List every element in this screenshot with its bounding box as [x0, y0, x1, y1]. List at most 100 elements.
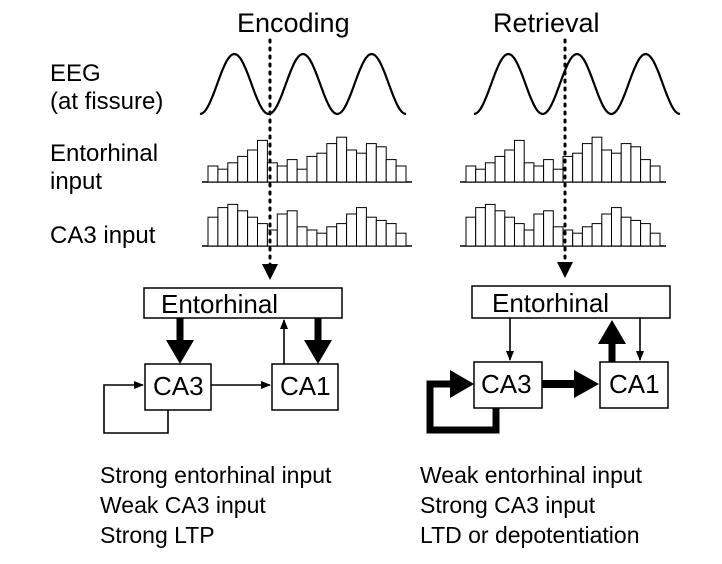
histogram-bar	[475, 168, 486, 183]
encoding-ca1-box	[271, 363, 339, 411]
histogram-bar	[484, 203, 496, 247]
retrieval-phase-marker-arrowhead	[557, 262, 573, 278]
histogram-bar	[465, 165, 477, 183]
histogram-bar	[257, 139, 268, 183]
histogram-bar	[207, 216, 219, 247]
histogram-bar	[227, 203, 239, 247]
histogram-bar	[395, 232, 407, 247]
retrieval-eeg-wave	[473, 52, 681, 116]
histogram-bar	[533, 213, 545, 247]
histogram-bar	[504, 149, 515, 183]
retrieval-ca1-to-ent-arrowhead	[598, 320, 626, 344]
retrieval-ca3-box	[473, 361, 543, 409]
histogram-bar	[326, 143, 338, 183]
histogram-bar	[207, 165, 219, 183]
histogram-bar	[543, 159, 554, 183]
histogram-bar	[276, 213, 288, 247]
histogram-bar	[620, 216, 632, 247]
retrieval-ca3-recurrent-loop	[426, 380, 500, 434]
retrieval-title: Retrieval	[493, 8, 600, 38]
histogram-bar	[572, 152, 583, 183]
histogram-bar	[375, 219, 387, 247]
histogram-bar	[543, 210, 554, 247]
retrieval-entorhinal-label: Entorhinal	[492, 288, 610, 318]
histogram-bar	[591, 136, 603, 183]
encoding-summary-line2: Weak CA3 input	[100, 492, 266, 518]
histogram-bar	[375, 146, 387, 183]
encoding-entorhinal-box	[143, 287, 343, 319]
histogram-bar	[276, 165, 288, 183]
histogram-bar	[649, 165, 661, 183]
retrieval-summary: Weak entorhinal input Strong CA3 input L…	[420, 460, 642, 550]
histogram-bar	[504, 216, 515, 247]
histogram-bar	[336, 223, 348, 247]
histogram-bar	[296, 168, 308, 183]
histogram-bar	[581, 143, 593, 183]
retrieval-ca1-label: CA1	[609, 369, 660, 399]
histogram-bar	[514, 139, 525, 183]
histogram-bar	[620, 143, 632, 183]
ca3-input-label: CA3 input	[50, 222, 155, 250]
histogram-bar	[356, 207, 367, 247]
histogram-bar	[217, 168, 229, 183]
encoding-entorhinal-input-histogram	[202, 136, 412, 183]
encoding-eeg-wave	[199, 52, 407, 116]
entorhinal-input-label-line2: input	[50, 168, 103, 195]
histogram-bar	[552, 226, 564, 247]
histogram-bar	[385, 223, 397, 247]
histogram-bar	[237, 210, 249, 247]
histogram-bar	[385, 159, 397, 183]
histogram-bar	[640, 223, 651, 247]
histogram-bar	[611, 207, 622, 247]
eeg-label-line2: (at fissure)	[50, 88, 164, 115]
histogram-bar	[346, 149, 358, 183]
histogram-bar	[630, 146, 642, 183]
histogram-bar	[630, 219, 642, 247]
histogram-bar	[326, 226, 338, 247]
ca3-input-label-line1: CA3 input	[50, 222, 156, 249]
eeg-label: EEG (at fissure)	[50, 60, 163, 116]
retrieval-summary-line3: LTD or depotentiation	[420, 522, 640, 548]
histogram-bar	[336, 136, 348, 183]
histogram-bar	[552, 168, 564, 183]
histogram-bar	[523, 229, 535, 247]
histogram-bar	[257, 223, 268, 247]
retrieval-summary-line2: Strong CA3 input	[420, 492, 596, 518]
histogram-bar	[523, 162, 535, 183]
histogram-bar	[395, 165, 407, 183]
histogram-bar	[640, 159, 651, 183]
histogram-bar	[365, 216, 377, 247]
histogram-bar	[591, 223, 603, 247]
retrieval-entorhinal-box	[471, 285, 671, 319]
histogram-bar	[572, 232, 583, 247]
encoding-summary: Strong entorhinal input Weak CA3 input S…	[100, 460, 331, 550]
retrieval-ca3-label: CA3	[481, 369, 532, 399]
histogram-bar	[286, 210, 298, 247]
histogram-bar	[581, 226, 593, 247]
histogram-bar	[601, 149, 612, 183]
histogram-bar	[266, 162, 278, 183]
histogram-bar	[296, 226, 308, 247]
histogram-bar	[649, 232, 661, 247]
histogram-bar	[247, 216, 259, 247]
entorhinal-input-label-line1: Entorhinal	[50, 140, 159, 167]
histogram-bar	[601, 213, 612, 247]
entorhinal-input-label: Entorhinal input	[50, 140, 158, 196]
histogram-bar	[484, 162, 496, 183]
retrieval-ca3-input-histogram	[460, 203, 666, 247]
retrieval-ca3-to-ca1-arrowhead	[574, 370, 599, 398]
histogram-bar	[494, 155, 506, 183]
histogram-bar	[316, 232, 328, 247]
retrieval-ca1-box	[599, 361, 669, 409]
encoding-ent-to-ca1-arrowhead	[304, 340, 332, 364]
encoding-summary-line1: Strong entorhinal input	[100, 462, 332, 488]
histogram-bar	[286, 159, 298, 183]
encoding-ca3-box	[144, 363, 212, 411]
histogram-bar	[316, 152, 328, 183]
histogram-bar	[533, 165, 545, 183]
histogram-bar	[306, 155, 318, 183]
histogram-bar	[475, 207, 486, 247]
encoding-phase-marker-arrowhead	[262, 264, 278, 280]
